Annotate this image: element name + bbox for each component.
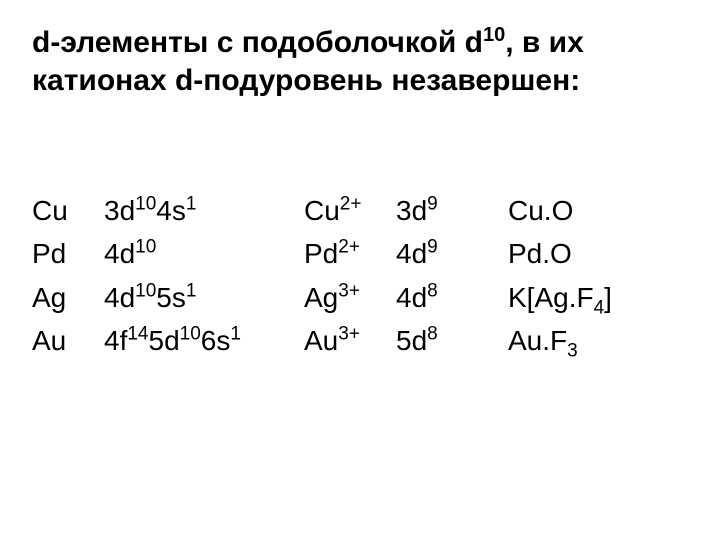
element-symbol: Cu	[32, 189, 104, 232]
ion-config: 5d8	[396, 319, 508, 362]
compound: Pd.O	[508, 232, 612, 275]
neutral-config: 4d10	[104, 232, 304, 275]
page: d-элементы с подоболочкой d10, в их кати…	[0, 0, 720, 540]
table-row: Cu3d104s1Cu2+3d9Cu.O	[32, 189, 612, 232]
table-row: Pd4d10Pd2+4d9Pd.O	[32, 232, 612, 275]
ion-symbol: Pd2+	[304, 232, 396, 275]
element-symbol: Pd	[32, 232, 104, 275]
ion-symbol: Au3+	[304, 319, 396, 362]
compound: K[Ag.F4]	[508, 276, 612, 319]
neutral-config: 4d105s1	[104, 276, 304, 319]
ion-config: 3d9	[396, 189, 508, 232]
element-symbol: Ag	[32, 276, 104, 319]
neutral-config: 4f145d106s1	[104, 319, 304, 362]
elements-table-body: Cu3d104s1Cu2+3d9Cu.OPd4d10Pd2+4d9Pd.OAg4…	[32, 189, 612, 363]
compound: Au.F3	[508, 319, 612, 362]
neutral-config: 3d104s1	[104, 189, 304, 232]
table-row: Ag4d105s1Ag3+4d8K[Ag.F4]	[32, 276, 612, 319]
ion-config: 4d9	[396, 232, 508, 275]
title-sup: 10	[483, 24, 505, 46]
element-symbol: Au	[32, 319, 104, 362]
ion-config: 4d8	[396, 276, 508, 319]
ion-symbol: Ag3+	[304, 276, 396, 319]
page-title: d-элементы с подоболочкой d10, в их кати…	[32, 24, 692, 99]
ion-symbol: Cu2+	[304, 189, 396, 232]
elements-table: Cu3d104s1Cu2+3d9Cu.OPd4d10Pd2+4d9Pd.OAg4…	[32, 189, 612, 363]
table-row: Au4f145d106s1Au3+5d8Au.F3	[32, 319, 612, 362]
title-prefix: d-элементы с подоболочкой d	[32, 26, 483, 59]
compound: Cu.O	[508, 189, 612, 232]
